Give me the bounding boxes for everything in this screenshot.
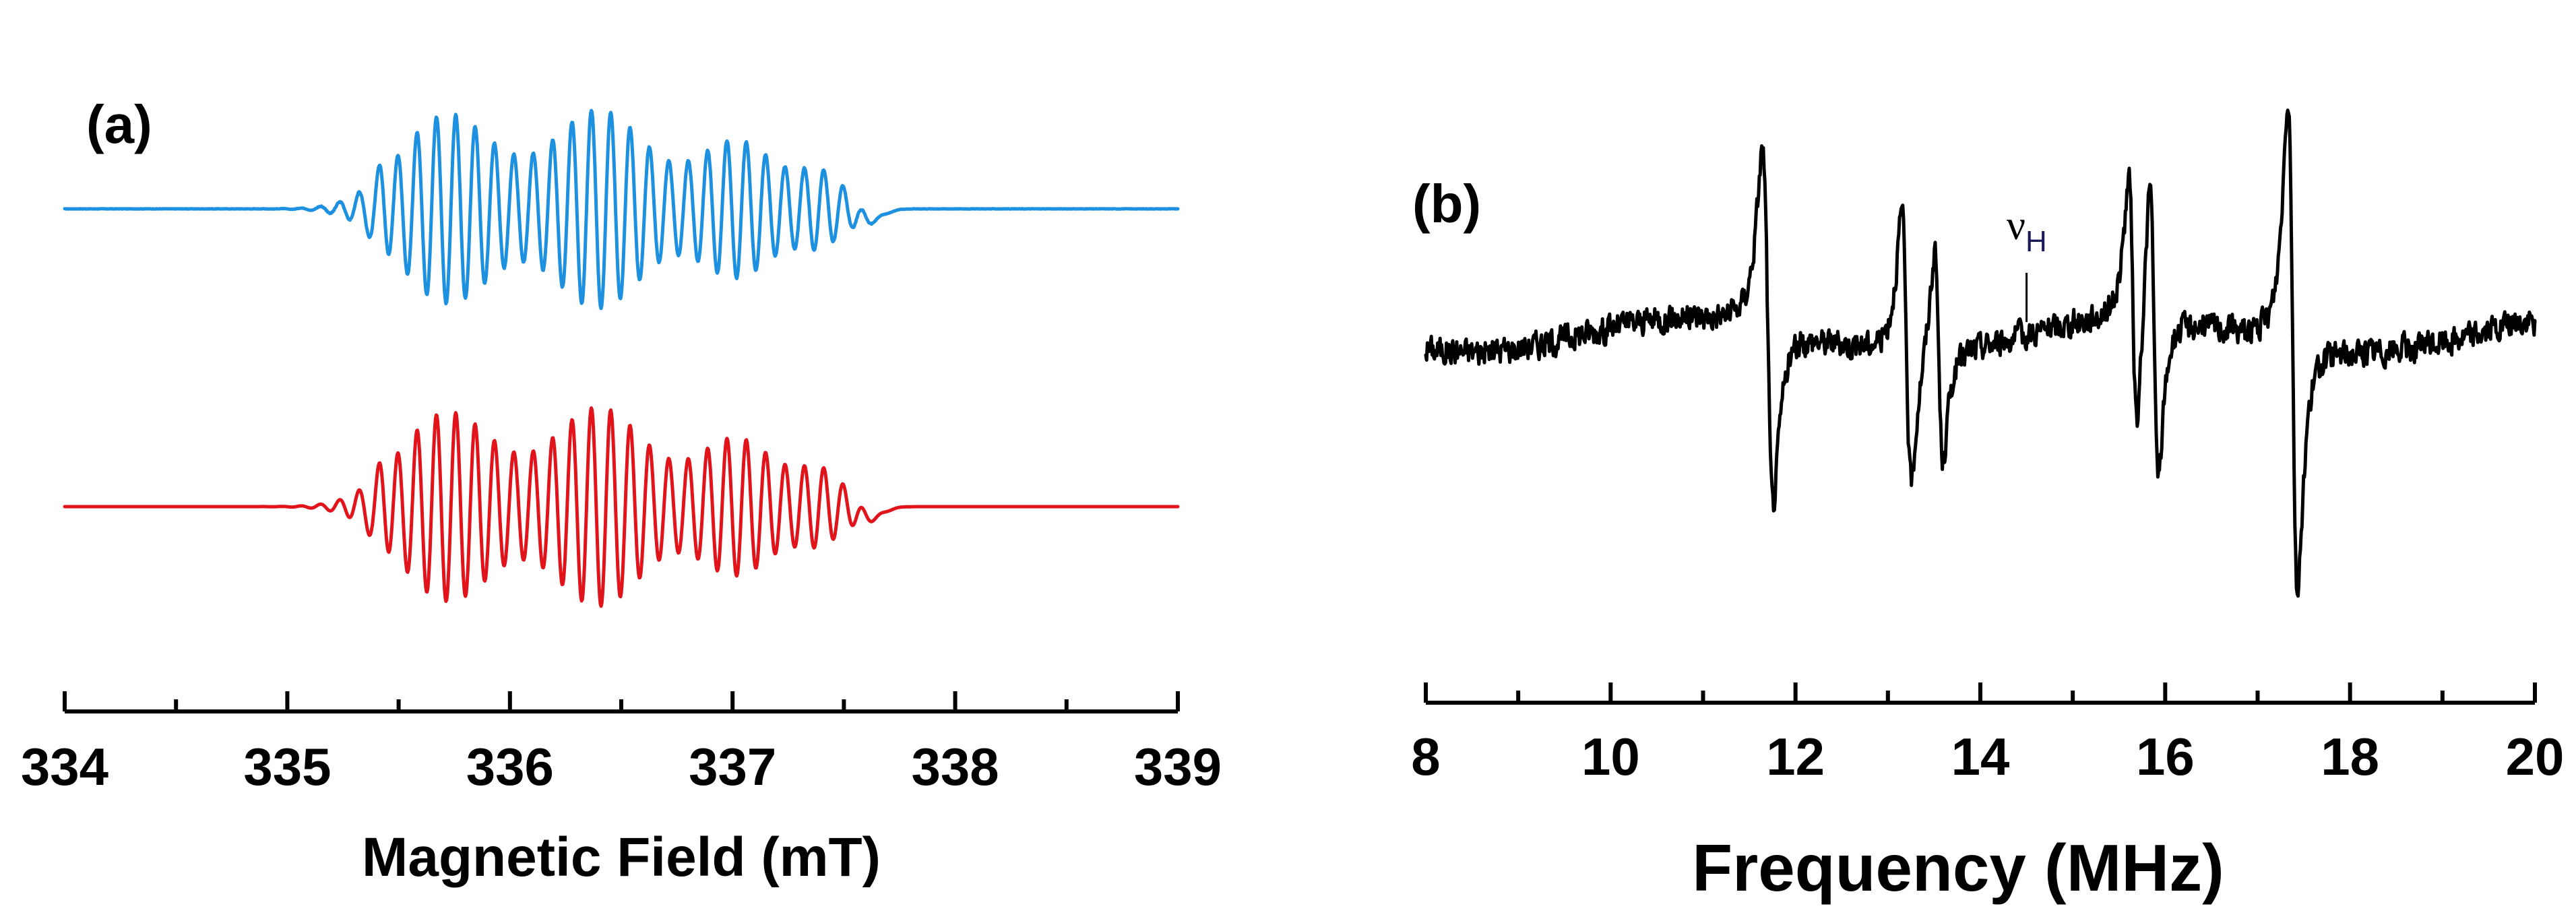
x-axis-b-tick-label: 12 <box>1766 727 1825 786</box>
x-axis-b-tick-label: 18 <box>2321 727 2379 786</box>
x-axis-a-tick-label: 335 <box>243 737 331 796</box>
nu-subscript: H <box>2025 225 2047 258</box>
panel-b: (b) νH 8 10 12 14 16 18 20 Frequency (MHz) <box>1411 108 2564 905</box>
x-axis-a-tick-label: 339 <box>1134 737 1222 796</box>
x-axis-a-tick-label: 334 <box>21 737 108 796</box>
endor-trace <box>1424 108 2537 598</box>
x-axis-title-b: Frequency (MHz) <box>1692 831 2224 905</box>
proton-frequency-label: νH <box>2007 203 2047 258</box>
nu-symbol: ν <box>2007 203 2025 249</box>
x-axis-b-tick-label: 10 <box>1581 727 1640 786</box>
x-axis-b-tick-label: 8 <box>1411 727 1440 786</box>
x-ticks-a: 334 335 336 337 338 339 <box>21 691 1222 796</box>
panel-a: (a) 334 335 336 337 338 339 Magnetic Field (m… <box>21 94 1222 888</box>
epr-trace-simulated <box>63 406 1180 608</box>
panel-a-label: (a) <box>86 94 152 154</box>
x-axis-b-tick-label: 14 <box>1951 727 2010 786</box>
x-axis-title-a: Magnetic Field (mT) <box>362 827 881 888</box>
x-ticks-b: 8 10 12 14 16 18 20 <box>1411 682 2564 786</box>
epr-trace-experimental <box>63 108 1180 311</box>
x-axis-a-tick-label: 337 <box>689 737 776 796</box>
x-axis-a-tick-label: 338 <box>912 737 999 796</box>
x-axis-b-tick-label: 20 <box>2506 727 2565 786</box>
x-axis-b-tick-label: 16 <box>2136 727 2195 786</box>
x-axis-a-tick-label: 336 <box>466 737 554 796</box>
panel-b-label: (b) <box>1412 174 1481 234</box>
